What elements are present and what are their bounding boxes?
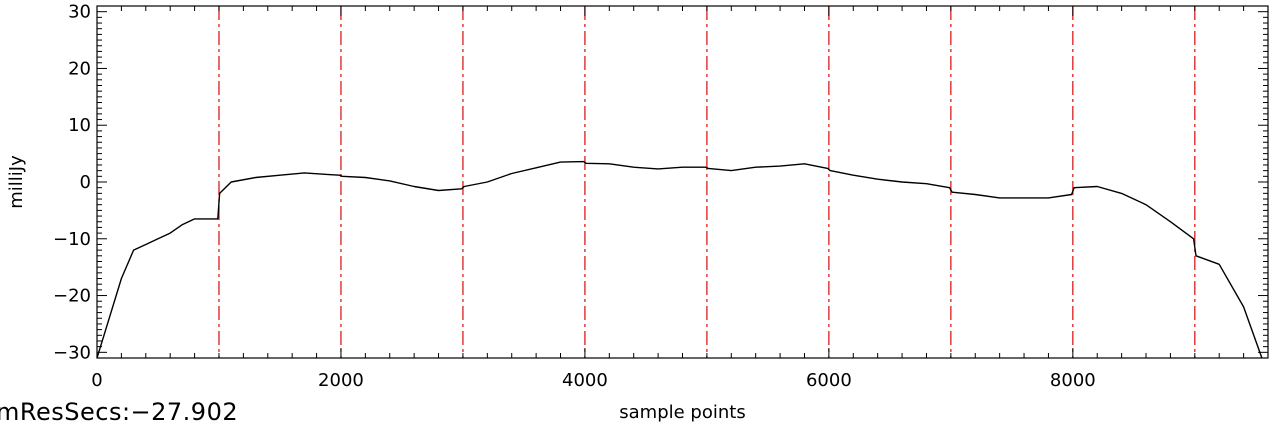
data-layer bbox=[96, 160, 1263, 359]
y-tick-label: 10 bbox=[68, 115, 91, 136]
y-axis-label: milliJy bbox=[6, 155, 27, 209]
label-layer: 0 2000 4000 6000 8000 −30 −20 −10 0 10 20 30 bbox=[53, 2, 1096, 391]
footer-readout: mResSecs:−27.902 bbox=[0, 398, 239, 426]
y-tick-label: 0 bbox=[80, 172, 91, 193]
y-tick-label: 30 bbox=[68, 2, 91, 23]
plot-frame bbox=[96, 5, 1269, 359]
x-tick-label: 6000 bbox=[806, 370, 852, 391]
y-tick-label: −30 bbox=[53, 342, 91, 363]
y-tick-label: 20 bbox=[68, 58, 91, 79]
tick-layer bbox=[96, 5, 1269, 359]
x-axis-label: sample points bbox=[619, 402, 745, 423]
y-tick-label: −20 bbox=[53, 286, 91, 307]
series-line-0 bbox=[96, 160, 1263, 359]
x-tick-label: 2000 bbox=[318, 370, 364, 391]
x-tick-label: 8000 bbox=[1050, 370, 1096, 391]
x-tick-label: 0 bbox=[91, 370, 102, 391]
y-tick-label: −10 bbox=[53, 229, 91, 250]
x-tick-label: 4000 bbox=[562, 370, 608, 391]
vline-layer bbox=[218, 6, 1196, 358]
